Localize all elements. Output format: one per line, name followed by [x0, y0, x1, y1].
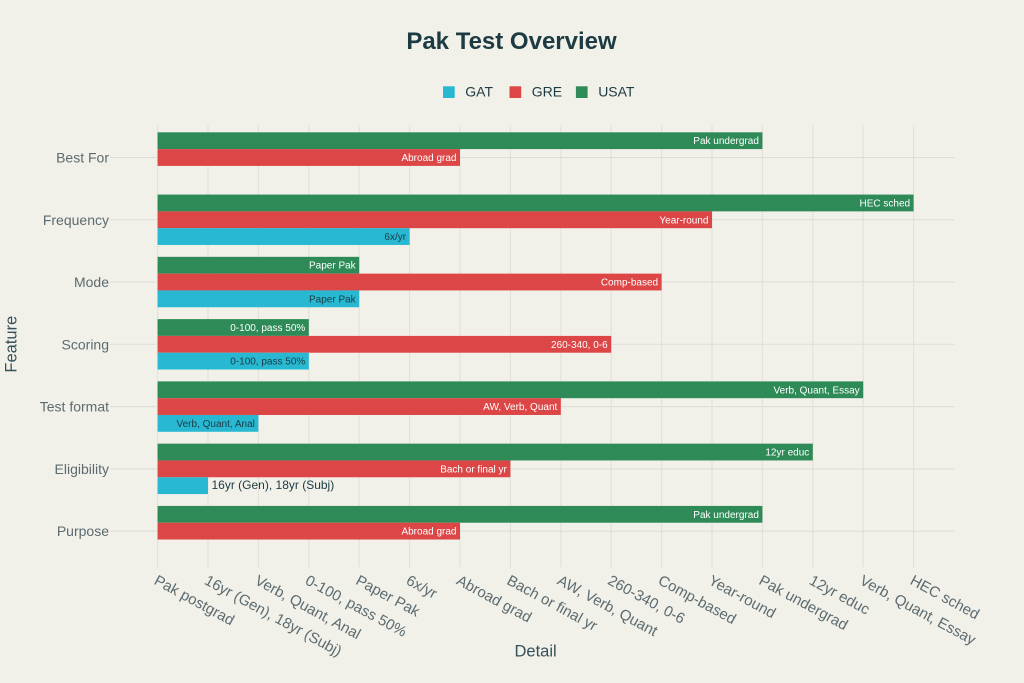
svg-text:Mode: Mode — [74, 274, 109, 290]
svg-text:Pak Test Overview: Pak Test Overview — [406, 28, 617, 55]
svg-text:0-100, pass 50%: 0-100, pass 50% — [230, 323, 305, 334]
svg-text:0-100, pass 50%: 0-100, pass 50% — [230, 357, 305, 368]
svg-text:Purpose: Purpose — [57, 523, 109, 539]
svg-text:Paper Pak: Paper Pak — [309, 294, 357, 305]
svg-text:AW, Verb, Quant: AW, Verb, Quant — [483, 402, 557, 413]
svg-text:Comp-based: Comp-based — [601, 278, 658, 289]
svg-text:12yr educ: 12yr educ — [765, 448, 809, 459]
svg-text:Verb, Quant, Anal: Verb, Quant, Anal — [177, 419, 255, 430]
svg-text:6x/yr: 6x/yr — [384, 232, 406, 243]
svg-text:USAT: USAT — [598, 83, 635, 99]
svg-text:Best For: Best For — [56, 150, 109, 166]
svg-text:Pak undergrad: Pak undergrad — [693, 136, 759, 147]
svg-text:GRE: GRE — [532, 83, 562, 99]
svg-text:Bach or final yr: Bach or final yr — [440, 464, 507, 475]
svg-text:Abroad grad: Abroad grad — [401, 153, 456, 164]
svg-text:Year-round: Year-round — [659, 215, 708, 226]
svg-text:Detail: Detail — [515, 643, 557, 661]
svg-text:GAT: GAT — [465, 83, 493, 99]
svg-text:16yr (Gen), 18yr (Subj): 16yr (Gen), 18yr (Subj) — [212, 478, 335, 492]
svg-text:260-340, 0-6: 260-340, 0-6 — [551, 340, 608, 351]
svg-text:Frequency: Frequency — [43, 212, 109, 228]
svg-text:Test format: Test format — [40, 399, 109, 415]
svg-text:Pak undergrad: Pak undergrad — [693, 510, 759, 521]
svg-text:Verb, Quant, Essay: Verb, Quant, Essay — [774, 385, 860, 396]
svg-text:Feature: Feature — [3, 316, 21, 373]
svg-text:HEC sched: HEC sched — [860, 198, 911, 209]
svg-text:Abroad grad: Abroad grad — [401, 527, 456, 538]
svg-text:Paper Pak: Paper Pak — [309, 261, 357, 272]
svg-text:Scoring: Scoring — [62, 336, 109, 352]
svg-text:Eligibility: Eligibility — [55, 461, 109, 477]
